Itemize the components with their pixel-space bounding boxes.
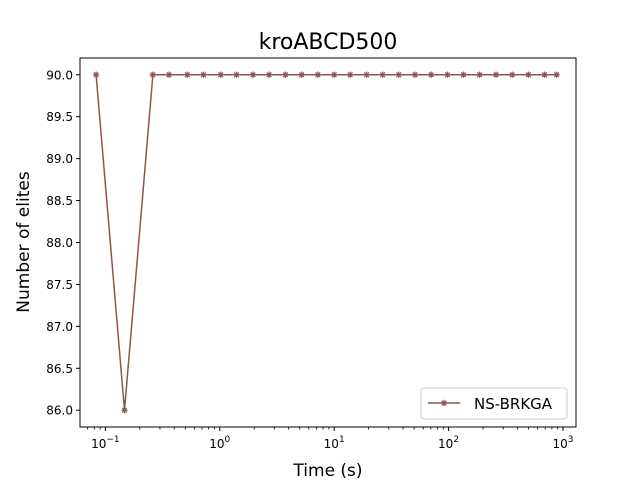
legend-box [420, 387, 568, 420]
data-point [249, 71, 257, 78]
legend-marker [440, 399, 448, 407]
x-tick-label: 100 [209, 435, 230, 451]
axis-ticks: 86.086.587.087.588.088.589.089.590.010−1… [46, 68, 573, 451]
data-point [184, 71, 191, 78]
x-tick-label-base: 10 [91, 437, 106, 451]
data-point [314, 71, 322, 78]
x-tick-label: 101 [324, 435, 345, 451]
data-point [553, 71, 560, 78]
data-point [509, 71, 516, 78]
x-tick-label: 10−1 [91, 435, 120, 451]
legend: NS-BRKGA [420, 387, 568, 420]
y-tick-label: 89.5 [46, 110, 73, 124]
x-tick-label-base: 10 [324, 437, 339, 451]
data-point [217, 71, 224, 78]
data-point [92, 71, 100, 78]
data-point [379, 71, 386, 78]
data-point [411, 71, 419, 78]
data-point [395, 71, 402, 78]
data-point [476, 71, 483, 78]
chart-title: kroABCD500 [259, 30, 398, 55]
data-point [149, 71, 157, 78]
x-axis-label: Time (s) [292, 461, 362, 480]
y-tick-label: 88.0 [46, 236, 73, 250]
data-point [492, 71, 500, 78]
y-axis-label: Number of elites [14, 171, 34, 313]
y-tick-label: 86.5 [46, 362, 73, 376]
x-tick-label-base: 10 [438, 437, 453, 451]
series-line [95, 74, 557, 411]
data-point [428, 71, 435, 78]
y-tick-label: 87.0 [46, 320, 73, 334]
data-point [541, 71, 548, 78]
data-point [330, 71, 338, 78]
data-point [282, 71, 289, 78]
x-tick-label-base: 10 [209, 437, 224, 451]
y-tick-label: 87.5 [46, 278, 73, 292]
data-point [233, 71, 240, 78]
data-point [165, 71, 173, 78]
x-tick-label-exponent: −1 [106, 435, 119, 445]
x-tick-label-exponent: 1 [339, 435, 345, 445]
x-tick-label-exponent: 0 [225, 435, 231, 445]
y-tick-label: 89.0 [46, 152, 73, 166]
y-tick-label: 86.0 [46, 404, 73, 418]
x-tick-label: 103 [552, 435, 573, 451]
legend-label: NS-BRKGA [474, 395, 553, 413]
data-point [265, 71, 273, 78]
data-point [363, 71, 370, 78]
data-point [298, 71, 305, 78]
y-tick-label: 90.0 [46, 68, 73, 82]
data-point [346, 71, 354, 78]
data-point [525, 71, 532, 78]
x-tick-label-base: 10 [552, 437, 567, 451]
x-tick-label: 102 [438, 435, 459, 451]
y-tick-label: 88.5 [46, 194, 73, 208]
data-point [460, 71, 467, 78]
legend-marker-symbol [440, 399, 448, 407]
series-layer [92, 71, 560, 414]
data-point [121, 407, 128, 414]
x-tick-label-exponent: 2 [453, 435, 459, 445]
plot-area-frame [79, 57, 577, 428]
data-point [200, 71, 207, 78]
data-point [444, 71, 451, 78]
x-tick-label-exponent: 3 [568, 435, 574, 445]
